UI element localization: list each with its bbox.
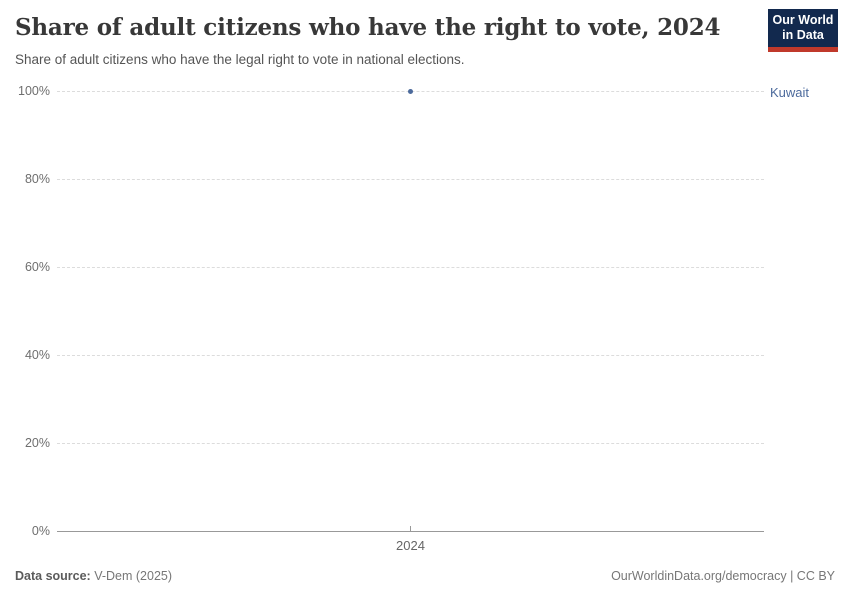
data-source-label: Data source: [15,569,91,583]
ytick-label-100: 100% [18,84,50,98]
ytick-label-80: 80% [24,172,50,186]
x-axis-line [57,531,764,532]
ytick-label-20: 20% [24,436,50,450]
data-point-kuwait[interactable] [408,89,413,94]
owid-logo-line1: Our World [772,13,834,28]
owid-logo-line2: in Data [782,28,824,42]
gridline-40 [57,355,764,356]
grid-row-80: 80% [0,170,850,188]
data-source-value: V-Dem (2025) [94,569,173,583]
grid-row-0: 0% [0,522,850,540]
grid-row-60: 60% [0,258,850,276]
chart-title: Share of adult citizens who have the rig… [15,14,721,41]
owid-logo-text: Our World in Data [773,13,834,43]
grid-row-20: 20% [0,434,850,452]
owid-logo[interactable]: Our World in Data [768,9,838,52]
footer-data-source: Data source: V-Dem (2025) [15,569,172,583]
gridline-20 [57,443,764,444]
ytick-label-0: 0% [31,524,50,538]
grid-row-100: 100% [0,82,850,100]
footer-url-license[interactable]: OurWorldinData.org/democracy | CC BY [611,569,835,583]
grid-row-40: 40% [0,346,850,364]
ytick-label-60: 60% [24,260,50,274]
entity-label-kuwait[interactable]: Kuwait [770,85,810,100]
gridline-60 [57,267,764,268]
x-axis-tick-label: 2024 [396,538,425,553]
x-axis-tick-mark [410,526,411,531]
ytick-label-40: 40% [24,348,50,362]
gridline-80 [57,179,764,180]
chart-subtitle: Share of adult citizens who have the leg… [15,52,465,67]
